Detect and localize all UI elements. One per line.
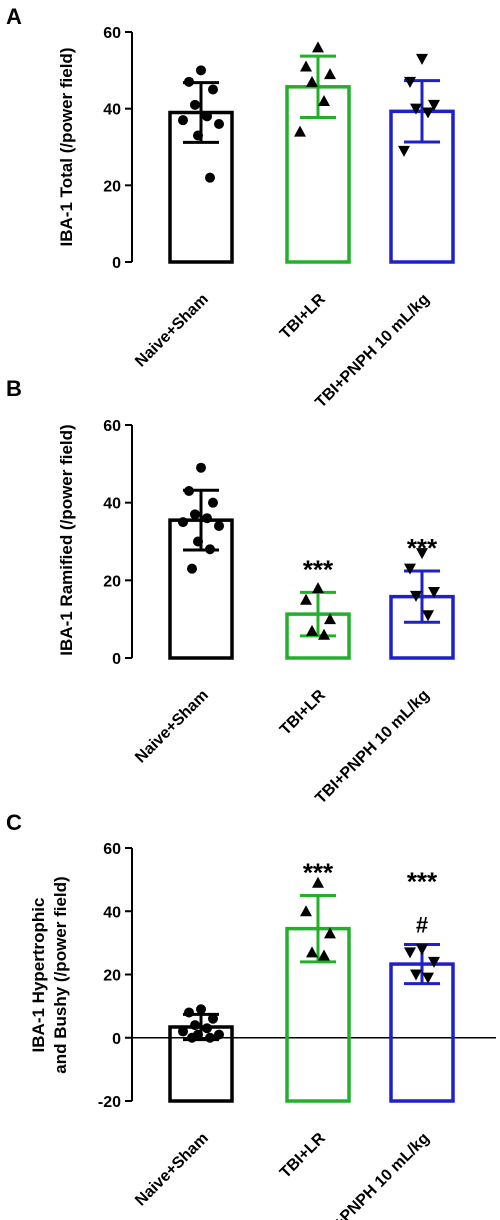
data-point bbox=[294, 125, 306, 137]
data-point bbox=[178, 517, 188, 528]
data-point bbox=[193, 130, 203, 141]
significance-annotation: *** bbox=[303, 554, 334, 584]
chart-panel-b: B 0 20 40 60 IBA-1 Ramified (/power field) Nai… bbox=[6, 376, 455, 807]
data-point bbox=[306, 624, 318, 636]
significance-annotation: *** bbox=[407, 533, 438, 563]
y-tick-label: 20 bbox=[103, 573, 121, 590]
data-point bbox=[184, 486, 194, 497]
chart-panel-a: A 0 20 40 60 IBA-1 Total (/power field) Naive+… bbox=[6, 4, 455, 411]
data-point bbox=[208, 84, 218, 95]
data-point bbox=[416, 944, 428, 956]
hash-annotation: # bbox=[416, 912, 428, 937]
data-point bbox=[193, 536, 203, 547]
data-point bbox=[187, 1032, 197, 1043]
data-point bbox=[324, 68, 336, 80]
data-point bbox=[318, 95, 330, 106]
data-point bbox=[300, 60, 312, 72]
data-point bbox=[214, 119, 224, 129]
y-tick-label: 60 bbox=[103, 418, 121, 435]
category-label: TBI+LR bbox=[277, 1129, 329, 1181]
category-label: TBI+LR bbox=[277, 686, 329, 738]
data-point bbox=[190, 1020, 200, 1031]
panel-letter: A bbox=[6, 4, 22, 29]
significance-annotation: *** bbox=[407, 866, 438, 896]
data-point bbox=[312, 582, 324, 594]
panel-letter: C bbox=[6, 810, 22, 835]
category-label: TBI+LR bbox=[277, 290, 329, 342]
y-axis-title: IBA-1 Hypertrophic bbox=[29, 898, 48, 1053]
chart-panel-c: C -20 0 20 40 60 IBA-1 Hypertrophic and Bushy (… bbox=[6, 810, 496, 1220]
data-point bbox=[208, 497, 218, 508]
category-label: TBI+PNPH 10 mL/kg bbox=[312, 1130, 432, 1220]
data-point bbox=[404, 947, 416, 959]
data-point bbox=[422, 107, 434, 119]
panel-letter: B bbox=[6, 376, 22, 401]
significance-annotation: *** bbox=[303, 857, 334, 887]
y-axis-title: IBA-1 Ramified (/power field) bbox=[57, 424, 76, 655]
category-label: Naive+Sham bbox=[132, 687, 212, 767]
y-tick-label: 40 bbox=[103, 904, 121, 921]
data-point bbox=[324, 927, 336, 939]
data-point bbox=[190, 99, 200, 110]
data-point bbox=[184, 76, 194, 87]
data-point bbox=[306, 946, 318, 958]
data-point bbox=[178, 115, 188, 126]
data-point bbox=[312, 876, 324, 888]
y-tick-label: -20 bbox=[98, 1094, 121, 1111]
data-point bbox=[214, 1029, 224, 1040]
data-point bbox=[428, 99, 440, 111]
data-point bbox=[196, 462, 206, 473]
data-point bbox=[428, 956, 440, 968]
y-tick-label: 20 bbox=[103, 968, 121, 985]
data-point bbox=[416, 53, 428, 65]
category-label: Naive+Sham bbox=[132, 291, 212, 371]
data-point bbox=[318, 628, 330, 640]
data-point bbox=[410, 103, 422, 115]
data-point bbox=[324, 613, 336, 625]
data-point bbox=[300, 593, 312, 605]
data-point bbox=[214, 520, 224, 531]
data-point bbox=[410, 590, 422, 602]
data-point bbox=[196, 65, 206, 76]
y-tick-label: 40 bbox=[103, 102, 121, 119]
data-point bbox=[187, 563, 197, 574]
data-point bbox=[205, 544, 215, 555]
data-point bbox=[422, 972, 434, 984]
data-point bbox=[416, 548, 428, 560]
category-label: TBI+PNPH 10 mL/kg bbox=[312, 291, 432, 411]
data-point bbox=[410, 969, 422, 981]
data-point bbox=[202, 513, 212, 524]
data-point bbox=[190, 509, 200, 520]
data-point bbox=[428, 586, 440, 598]
y-tick-label: 60 bbox=[103, 841, 121, 858]
data-point bbox=[422, 610, 434, 622]
data-point bbox=[202, 1023, 212, 1034]
y-tick-label: 20 bbox=[103, 178, 121, 195]
data-point bbox=[312, 41, 324, 53]
y-tick-label: 0 bbox=[112, 651, 121, 668]
data-point bbox=[178, 1026, 188, 1037]
category-label: TBI+PNPH 10 mL/kg bbox=[312, 687, 432, 807]
y-tick-label: 40 bbox=[103, 496, 121, 513]
y-tick-label: 60 bbox=[103, 25, 121, 42]
y-axis-title: IBA-1 Total (/power field) bbox=[57, 48, 76, 247]
y-axis-title: and Bushy (/power field) bbox=[51, 876, 70, 1073]
data-point bbox=[184, 1007, 194, 1018]
data-point bbox=[196, 1004, 206, 1015]
data-point bbox=[398, 145, 410, 157]
data-point bbox=[404, 563, 416, 575]
data-point bbox=[306, 75, 318, 87]
data-point bbox=[208, 1013, 218, 1024]
data-point bbox=[318, 949, 330, 961]
data-point bbox=[404, 76, 416, 88]
category-label: Naive+Sham bbox=[132, 1130, 212, 1210]
y-tick-label: 0 bbox=[112, 1031, 121, 1048]
data-point bbox=[205, 1032, 215, 1043]
data-point bbox=[202, 111, 212, 122]
data-point bbox=[300, 905, 312, 917]
y-tick-label: 0 bbox=[112, 255, 121, 272]
data-point bbox=[205, 172, 215, 183]
